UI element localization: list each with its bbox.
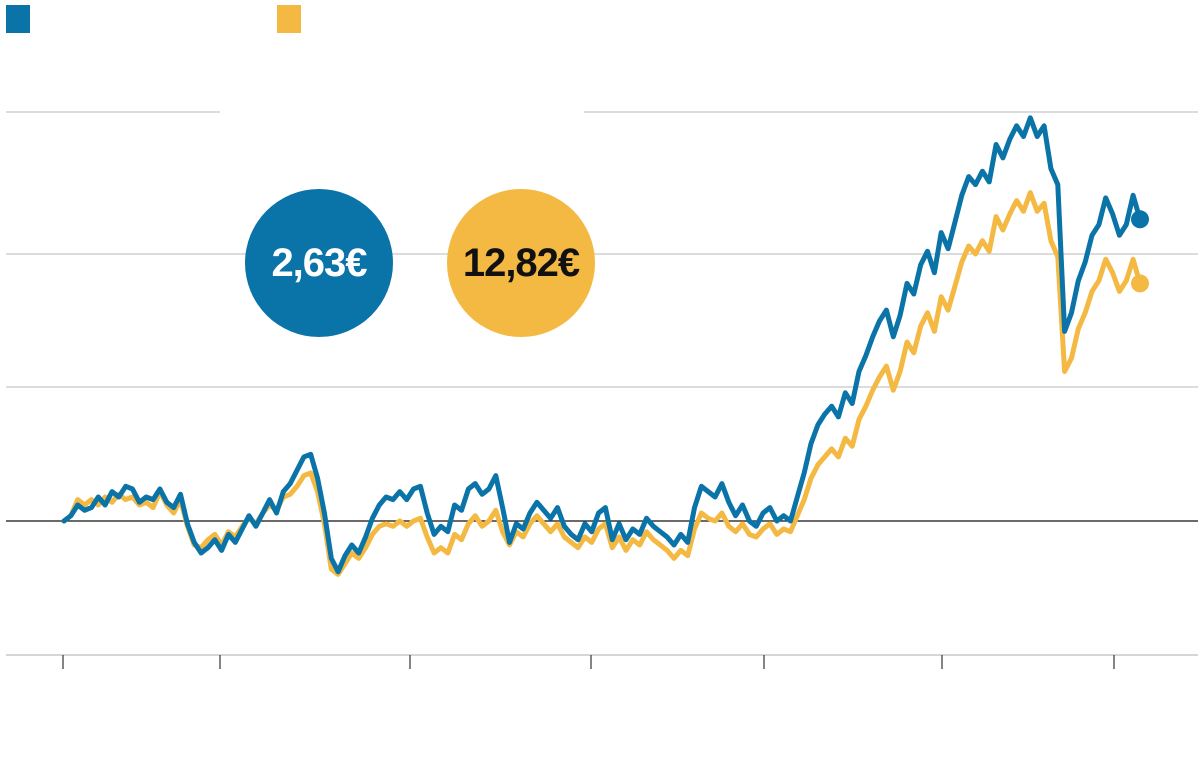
legend-swatch-series-b	[277, 5, 301, 33]
series-b-value: 12,82€	[462, 240, 580, 285]
series-lines	[61, 115, 1143, 577]
series-b-value-bubble: 12,82€	[447, 189, 595, 337]
legend-swatch-series-a	[6, 5, 30, 33]
series-a-value: 2,63€	[271, 240, 367, 285]
series-b-line	[61, 190, 1143, 577]
series-b-endpoint	[1131, 274, 1149, 293]
x-axis-ticks	[62, 655, 1115, 669]
series-endpoints	[1131, 210, 1149, 293]
series-a-line	[61, 115, 1143, 575]
series-a-value-bubble: 2,63€	[245, 189, 393, 337]
series-a-endpoint	[1131, 210, 1149, 229]
gridlines	[6, 111, 1198, 656]
